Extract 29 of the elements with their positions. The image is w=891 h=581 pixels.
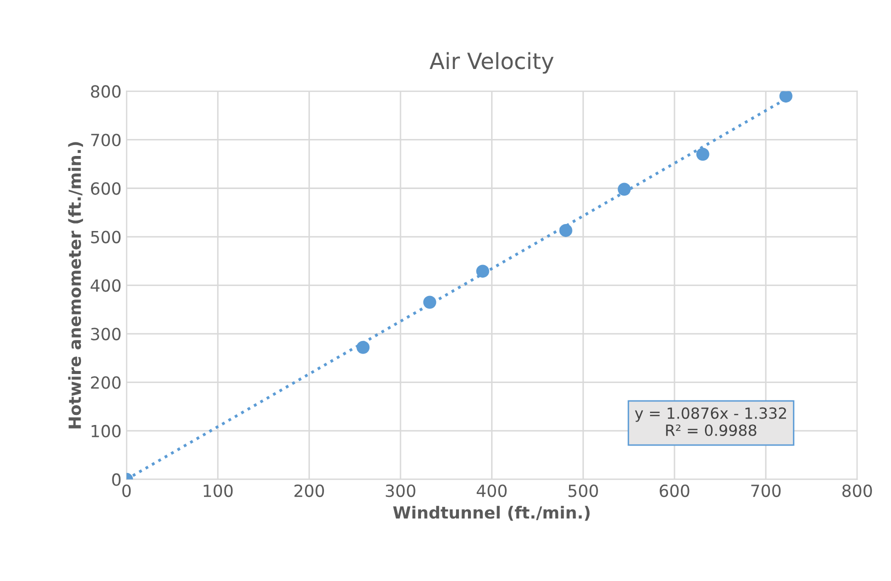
- y-tick-label: 800: [90, 85, 121, 98]
- point: [423, 296, 436, 309]
- x-tick-label: 100: [204, 484, 233, 498]
- x-tick-label: 300: [386, 484, 416, 498]
- y-tick-label: 200: [91, 376, 121, 389]
- x-axis-title: Windtunnel (ft./min.): [393, 506, 590, 521]
- chart-title: Air Velocity: [430, 52, 554, 74]
- x-tick-label: 200: [294, 484, 324, 498]
- point: [356, 340, 370, 354]
- y-tick-label: 600: [91, 182, 121, 195]
- y-tick-label: 300: [91, 328, 121, 340]
- x-tick-label: 400: [476, 484, 507, 498]
- y-tick-label: 500: [91, 230, 121, 244]
- point: [696, 148, 710, 161]
- x-tick-label: 800: [842, 484, 872, 498]
- y-tick-label: 0: [112, 473, 121, 486]
- y-tick-label: 400: [90, 279, 121, 292]
- x-tick-label: 700: [751, 484, 781, 498]
- y-tick-label: 700: [91, 134, 121, 146]
- y-tick-label: 100: [92, 424, 121, 438]
- x-tick-label: 0: [122, 484, 131, 498]
- point: [779, 91, 792, 103]
- x-tick-label: 500: [568, 484, 598, 498]
- point: [476, 264, 490, 278]
- x-tick-label: 600: [660, 484, 690, 498]
- y-axis-title: Hotwire anemometer (ft./min.): [68, 142, 84, 428]
- annotation: y = 1.0876x - 1.332 R² = 0.9988: [634, 407, 786, 436]
- point: [618, 182, 631, 196]
- point: [559, 224, 572, 237]
